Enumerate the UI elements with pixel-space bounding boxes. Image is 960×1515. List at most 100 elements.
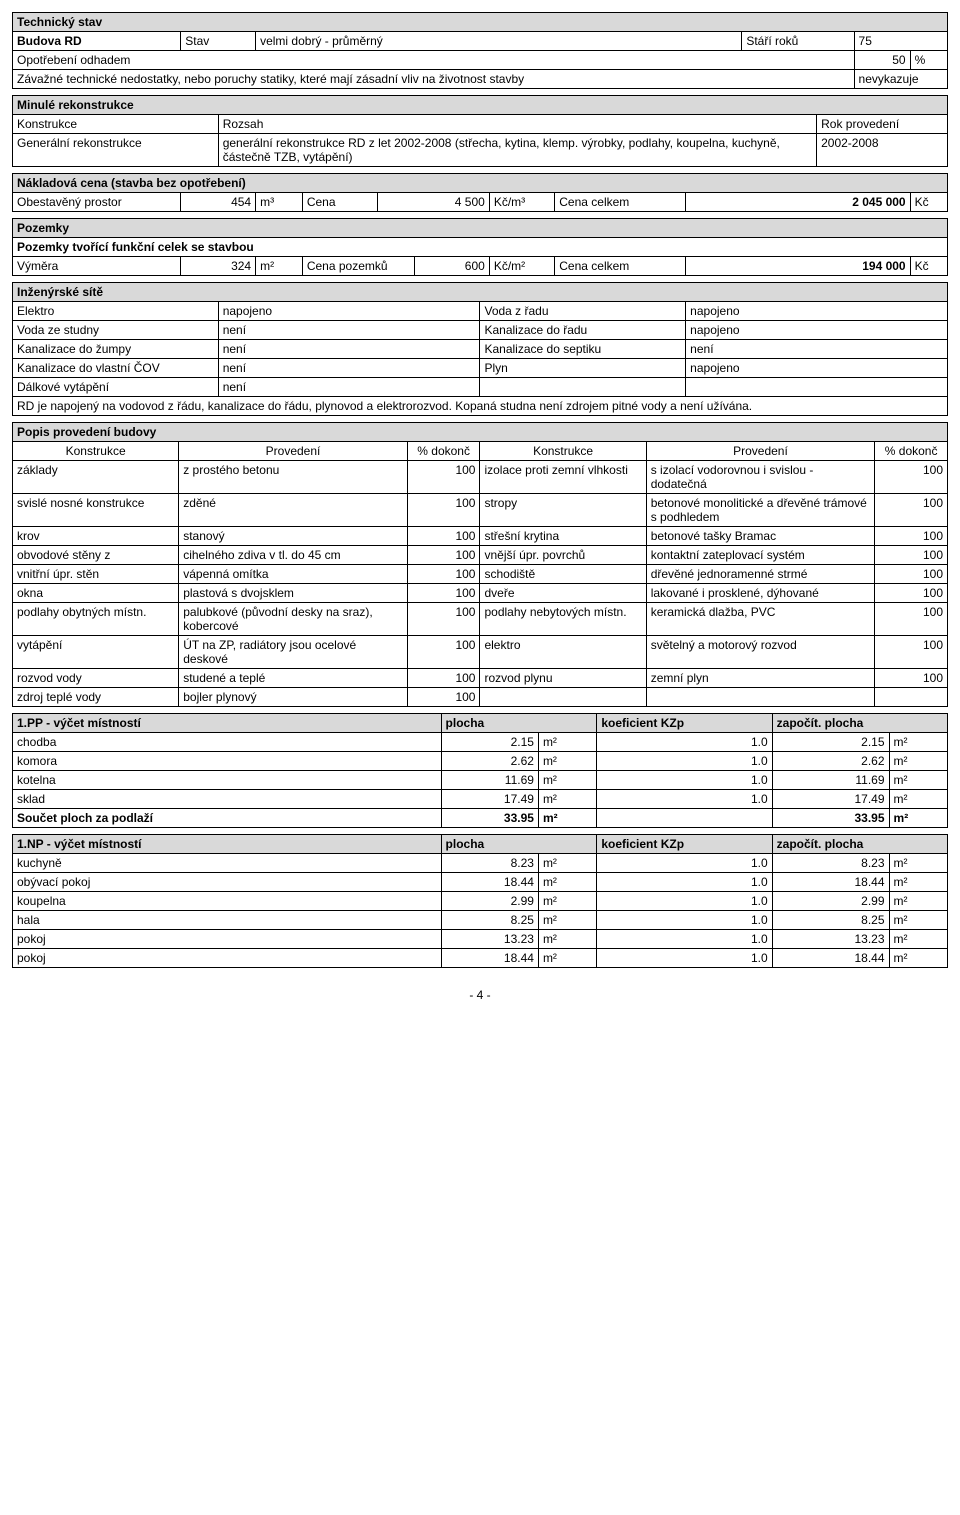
cell: podlahy obytných místn. [13, 603, 179, 636]
value: 324 [181, 257, 256, 276]
unit: m² [889, 854, 947, 873]
unit: m² [889, 930, 947, 949]
col-header: Konstrukce [13, 115, 219, 134]
room-name: kotelna [13, 771, 442, 790]
cell: vnitřní úpr. stěn [13, 565, 179, 584]
unit: m² [256, 257, 303, 276]
coef: 1.0 [597, 873, 772, 892]
value: 454 [181, 193, 256, 212]
cell: zemní plyn [646, 669, 875, 688]
cell: 100 [875, 546, 948, 565]
tech-state-header: Technický stav [13, 13, 948, 32]
unit: m² [538, 771, 596, 790]
cell: s izolací vodorovnou i svislou - dodateč… [646, 461, 875, 494]
cell: stanový [179, 527, 408, 546]
cell: izolace proti zemní vlhkosti [480, 461, 646, 494]
cell: bojler plynový [179, 688, 408, 707]
build-header: Popis provedení budovy [13, 423, 948, 442]
unit: m² [889, 752, 947, 771]
unit: m² [538, 949, 596, 968]
sum-z: 33.95 [772, 809, 889, 828]
value: 600 [415, 257, 490, 276]
zarea: 2.62 [772, 752, 889, 771]
util-value: napojeno [686, 302, 948, 321]
label: Budova RD [13, 32, 181, 51]
unit: m² [889, 771, 947, 790]
cell: palubkové (původní desky na sraz), kober… [179, 603, 408, 636]
cell: elektro [480, 636, 646, 669]
coef: 1.0 [597, 752, 772, 771]
label: Cena celkem [555, 193, 686, 212]
cell: základy [13, 461, 179, 494]
room-name: sklad [13, 790, 442, 809]
sum-label: Součet ploch za podlaží [13, 809, 442, 828]
room-name: pokoj [13, 930, 442, 949]
unit: Kč [910, 257, 947, 276]
area: 8.23 [441, 854, 538, 873]
zarea: 2.99 [772, 892, 889, 911]
cost-table: Nákladová cena (stavba bez opotřebení) O… [12, 173, 948, 212]
cell: zdroj teplé vody [13, 688, 179, 707]
unit: m² [538, 911, 596, 930]
util-label: Plyn [480, 359, 686, 378]
unit: m² [889, 790, 947, 809]
coef: 1.0 [597, 790, 772, 809]
unit: m² [889, 911, 947, 930]
unit: Kč/m³ [489, 193, 554, 212]
util-label: Kanalizace do řadu [480, 321, 686, 340]
room-name: chodba [13, 733, 442, 752]
util-label [480, 378, 686, 397]
col-header: Konstrukce [13, 442, 179, 461]
value: 194 000 [686, 257, 910, 276]
coef: 1.0 [597, 949, 772, 968]
floor1-header: 1.PP - výčet místností [13, 714, 442, 733]
cell: betonové tašky Bramac [646, 527, 875, 546]
label: Stav [181, 32, 256, 51]
unit: m² [538, 733, 596, 752]
cell: 100 [407, 494, 480, 527]
cell: 100 [875, 584, 948, 603]
util-label: Kanalizace do žumpy [13, 340, 219, 359]
cell: střešní krytina [480, 527, 646, 546]
label: Opotřebení odhadem [13, 51, 855, 70]
util-value: napojeno [686, 321, 948, 340]
cell: 100 [407, 565, 480, 584]
land-table: Pozemky Pozemky tvořící funkční celek se… [12, 218, 948, 276]
value: 2 045 000 [686, 193, 910, 212]
cell: svislé nosné konstrukce [13, 494, 179, 527]
util-label: Dálkové vytápění [13, 378, 219, 397]
blank [597, 809, 772, 828]
cell: vápenná omítka [179, 565, 408, 584]
cell: 100 [875, 603, 948, 636]
coef: 1.0 [597, 733, 772, 752]
cell: 100 [875, 669, 948, 688]
room-name: kuchyně [13, 854, 442, 873]
coef: 1.0 [597, 930, 772, 949]
cell: 100 [407, 669, 480, 688]
cell: Generální rekonstrukce [13, 134, 219, 167]
cell [480, 688, 646, 707]
unit: m² [538, 809, 596, 828]
cell: lakované i prosklené, dýhované [646, 584, 875, 603]
cell: rozvod vody [13, 669, 179, 688]
cell: ÚT na ZP, radiátory jsou ocelové deskové [179, 636, 408, 669]
label: Závažné technické nedostatky, nebo poruc… [13, 70, 855, 89]
unit: m² [889, 949, 947, 968]
sum-area: 33.95 [441, 809, 538, 828]
util-value: není [218, 340, 480, 359]
recon-header: Minulé rekonstrukce [13, 96, 948, 115]
zarea: 17.49 [772, 790, 889, 809]
coef: 1.0 [597, 892, 772, 911]
util-header: Inženýrské sítě [13, 283, 948, 302]
value: velmi dobrý - průměrný [256, 32, 742, 51]
coef: 1.0 [597, 854, 772, 873]
unit: m² [889, 873, 947, 892]
cell: 100 [875, 636, 948, 669]
cell: 100 [875, 565, 948, 584]
cell: světelný a motorový rozvod [646, 636, 875, 669]
cell: 100 [875, 461, 948, 494]
cell: 100 [407, 636, 480, 669]
unit: Kč [910, 193, 947, 212]
cell: dveře [480, 584, 646, 603]
unit: m² [889, 809, 947, 828]
